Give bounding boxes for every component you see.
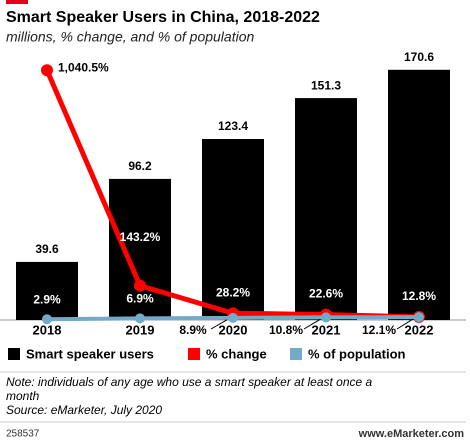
bar (16, 261, 78, 320)
value-label: 8.9% (179, 323, 207, 337)
x-tick-label: 2020 (219, 322, 248, 337)
value-label: 2.9% (33, 292, 61, 306)
point (134, 279, 146, 292)
x-tick-label: 2019 (126, 322, 155, 337)
legend-label: Smart speaker users (26, 346, 154, 361)
point (42, 314, 52, 325)
footer: www.eMarketer.com (358, 428, 465, 440)
x-tick-label: 2022 (405, 322, 434, 337)
legend-swatch (8, 348, 20, 360)
point (41, 64, 53, 77)
bar-value-label: 96.2 (128, 159, 152, 173)
legend-swatch (290, 348, 302, 360)
point (228, 312, 238, 323)
chart-id: 258537 (6, 429, 40, 440)
value-label: 22.6% (309, 287, 343, 301)
legend-label: % of population (308, 346, 406, 361)
value-label: 6.9% (126, 292, 154, 306)
value-label: 143.2% (120, 230, 161, 244)
x-tick-label: 2018 (33, 322, 62, 337)
bar-value-label: 151.3 (311, 78, 341, 92)
bar (388, 69, 450, 320)
legend-swatch (188, 348, 200, 360)
value-label: 12.8% (402, 289, 436, 303)
leader-line (303, 318, 321, 330)
point (135, 313, 145, 324)
note: Note: individuals of any age who use a s… (6, 375, 373, 403)
leader-line (210, 319, 228, 330)
chart-title: Smart Speaker Users in China, 2018-2022 (6, 9, 320, 26)
value-label: 28.2% (216, 285, 250, 299)
value-label: 10.8% (269, 323, 303, 337)
bar-value-label: 170.6 (404, 50, 434, 64)
accent-bar (6, 0, 28, 4)
legend-label: % change (206, 346, 267, 361)
leader-line (396, 318, 414, 330)
value-label: 1,040.5% (58, 60, 109, 74)
point (321, 312, 331, 323)
bar (202, 139, 264, 320)
point (414, 312, 424, 323)
bar-value-label: 39.6 (35, 242, 59, 256)
value-label: 12.1% (362, 323, 396, 337)
x-tick-label: 2021 (312, 322, 341, 337)
source: Source: eMarketer, July 2020 (6, 403, 162, 417)
chart-subtitle: millions, % change, and % of population (6, 29, 254, 45)
bar-value-label: 123.4 (218, 119, 248, 133)
bar (295, 98, 357, 321)
bar (109, 178, 171, 320)
